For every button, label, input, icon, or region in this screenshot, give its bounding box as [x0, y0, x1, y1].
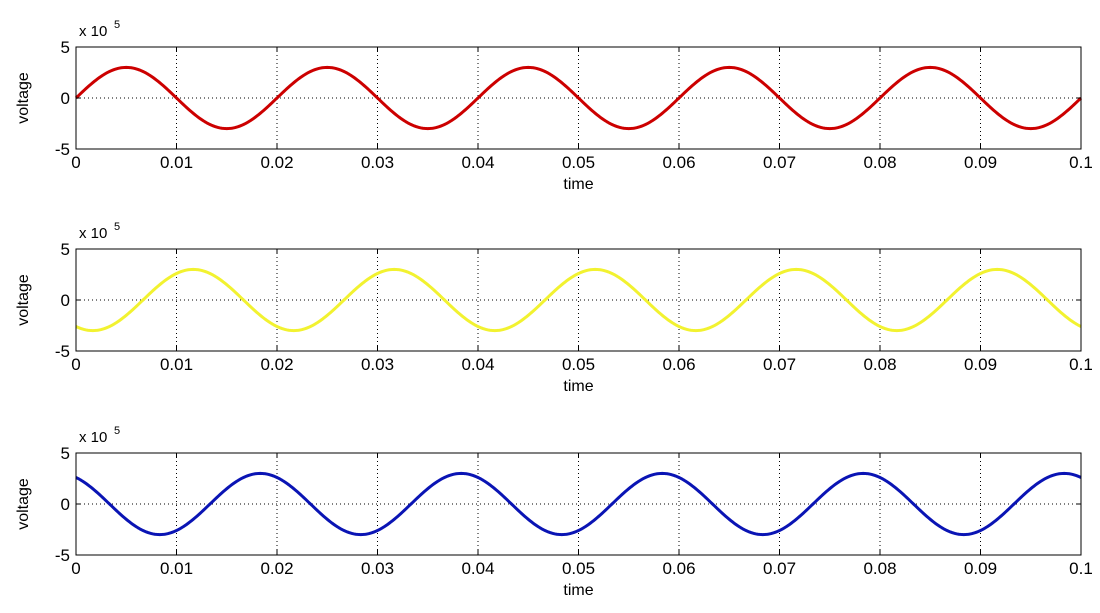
y-multiplier-exponent: 5 [114, 19, 120, 31]
x-tick-label: 0.04 [461, 559, 494, 578]
x-tick-label: 0.03 [361, 355, 394, 374]
x-tick-label: 0.08 [863, 355, 896, 374]
x-tick-label: 0.07 [763, 355, 796, 374]
y-tick-label: 0 [61, 89, 70, 108]
y-tick-label: 0 [61, 291, 70, 310]
x-tick-label: 0.03 [361, 153, 394, 172]
x-tick-label: 0.08 [863, 559, 896, 578]
y-tick-label: 0 [61, 495, 70, 514]
x-tick-label: 0 [71, 153, 80, 172]
x-tick-label: 0.02 [260, 153, 293, 172]
x-tick-label: 0.02 [260, 355, 293, 374]
x-tick-label: 0.09 [964, 559, 997, 578]
x-tick-label: 0 [71, 559, 80, 578]
series-line [75, 267, 1082, 333]
subplot-2: 0 0.01 0.02 0.03 0.04 0.05 0.06 0.07 0.08 0.09 0.1… [15, 221, 1093, 395]
y-tick-label: -5 [55, 342, 70, 361]
subplot-1: 0 0.01 0.02 0.03 0.04 0.05 0.06 0.07 0.08 0.09 0.1… [15, 19, 1093, 193]
x-tick-label: 0.07 [763, 559, 796, 578]
x-tick-label: 0.05 [562, 559, 595, 578]
y-multiplier-exponent: 5 [114, 221, 120, 233]
x-tick-label: 0.01 [160, 355, 193, 374]
x-axis-label: time [563, 378, 593, 395]
x-tick-label: 0.08 [863, 153, 896, 172]
x-tick-label: 0 [71, 355, 80, 374]
x-tick-label: 0.09 [964, 153, 997, 172]
x-tick-label: 0.1 [1069, 153, 1093, 172]
y-tick-label: 5 [61, 240, 70, 259]
x-tick-label: 0.01 [160, 153, 193, 172]
x-tick-label: 0.04 [461, 355, 494, 374]
subplot-3: 0 0.01 0.02 0.03 0.04 0.05 0.06 0.07 0.08 0.09 0.1… [15, 425, 1093, 599]
y-multiplier-label: x 10 [79, 429, 107, 446]
series-line [75, 471, 1082, 537]
x-tick-label: 0.04 [461, 153, 494, 172]
y-multiplier-exponent: 5 [114, 425, 120, 437]
plot-area [76, 249, 1081, 351]
x-axis-label: time [563, 582, 593, 599]
x-tick-label: 0.07 [763, 153, 796, 172]
x-axis-label: time [563, 176, 593, 193]
x-tick-label: 0.06 [662, 153, 695, 172]
y-multiplier-label: x 10 [79, 225, 107, 242]
x-tick-label: 0.06 [662, 559, 695, 578]
y-multiplier-label: x 10 [79, 23, 107, 40]
x-tick-label: 0.05 [562, 153, 595, 172]
x-tick-label: 0.02 [260, 559, 293, 578]
series-line [74, 65, 1083, 131]
x-tick-label: 0.01 [160, 559, 193, 578]
y-axis-label: voltage [15, 72, 32, 124]
x-tick-label: 0.1 [1069, 559, 1093, 578]
y-tick-label: -5 [55, 140, 70, 159]
y-tick-label: -5 [55, 546, 70, 565]
x-tick-label: 0.09 [964, 355, 997, 374]
y-axis-label: voltage [15, 274, 32, 326]
plot-area [76, 453, 1081, 555]
x-tick-label: 0.03 [361, 559, 394, 578]
y-axis-label: voltage [15, 478, 32, 530]
y-tick-label: 5 [61, 444, 70, 463]
x-tick-label: 0.06 [662, 355, 695, 374]
x-tick-label: 0.1 [1069, 355, 1093, 374]
y-tick-label: 5 [61, 38, 70, 57]
x-tick-label: 0.05 [562, 355, 595, 374]
